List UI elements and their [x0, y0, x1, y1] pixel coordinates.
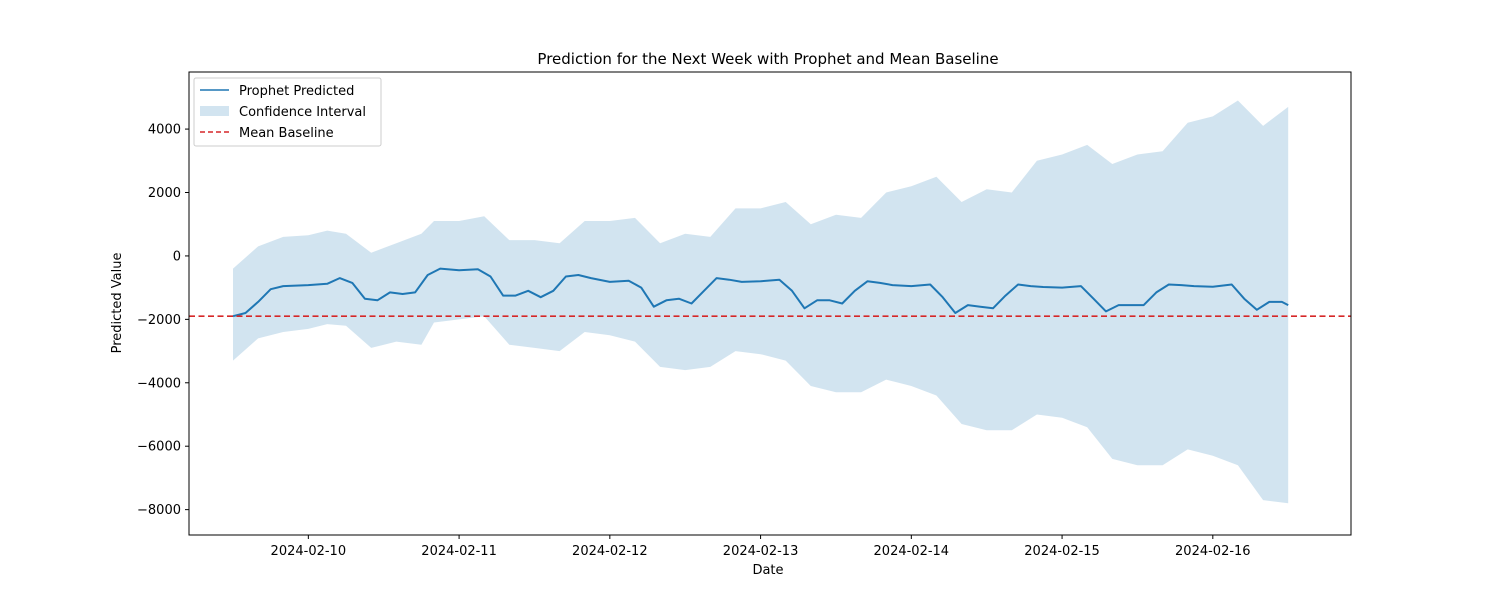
y-tick-label: 2000 [148, 186, 181, 201]
y-tick-label: −2000 [137, 313, 181, 328]
x-tick-label: 2024-02-16 [1175, 544, 1251, 559]
x-axis-label: Date [752, 563, 783, 578]
y-axis-label: Predicted Value [110, 253, 125, 354]
confidence-interval-band [233, 100, 1289, 504]
prophet-predicted-line [232, 267, 1289, 318]
legend-label-prophet-predicted: Prophet Predicted [239, 84, 354, 99]
legend-swatch-confidence-interval [200, 106, 229, 116]
axes-frame [188, 71, 1352, 536]
x-tick-label: 2024-02-14 [874, 544, 950, 559]
y-tick-label: −8000 [137, 503, 181, 518]
y-tick-label: −4000 [137, 376, 181, 391]
x-tick-label: 2024-02-10 [271, 544, 347, 559]
legend: Prophet Predicted Confidence Interval Me… [193, 77, 382, 147]
legend-box [193, 77, 382, 147]
y-tick-label: −6000 [137, 440, 181, 455]
y-tick-label: 4000 [148, 123, 181, 138]
legend-label-mean-baseline: Mean Baseline [239, 126, 334, 141]
x-tick-label: 2024-02-12 [572, 544, 648, 559]
y-tick-label: 0 [173, 249, 181, 264]
x-tick-label: 2024-02-13 [723, 544, 799, 559]
chart-title: Prediction for the Next Week with Prophe… [537, 50, 998, 68]
plot-area [189, 100, 1351, 504]
x-tick-label: 2024-02-11 [421, 544, 497, 559]
legend-label-confidence-interval: Confidence Interval [239, 105, 366, 120]
x-tick-label: 2024-02-15 [1024, 544, 1100, 559]
